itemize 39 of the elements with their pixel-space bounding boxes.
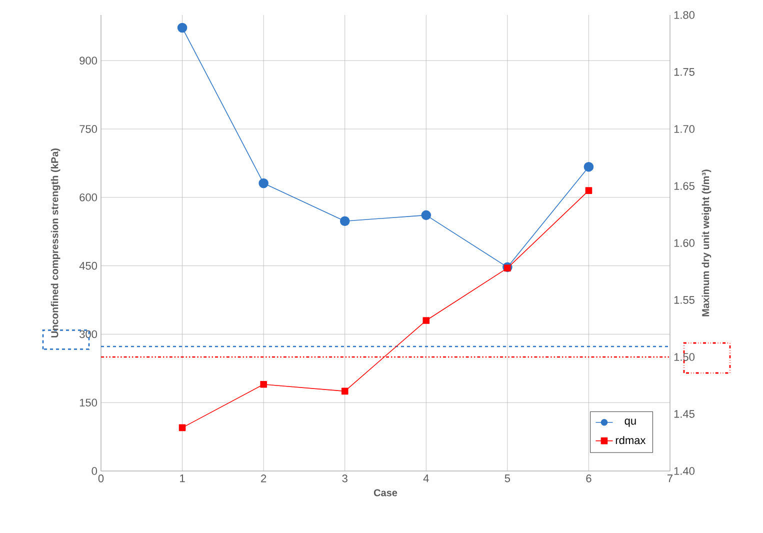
- x-tick-label: 6: [586, 474, 592, 482]
- y2-tick-label: 1.80: [674, 11, 695, 19]
- y-tick-label: 750: [80, 125, 98, 133]
- x-tick-label: 7: [668, 474, 673, 482]
- point: [341, 388, 348, 395]
- y2-tick-label: 1.60: [674, 239, 695, 247]
- legend-label: qu: [624, 418, 636, 427]
- point: [260, 380, 267, 388]
- y2-tick-label: 1.65: [674, 182, 694, 190]
- point: [584, 162, 594, 172]
- y-tick-label: 450: [79, 262, 98, 270]
- y2-tick-label: 1.70: [674, 125, 695, 133]
- y-tick-label: 600: [80, 194, 98, 202]
- x-tick-label: 1: [180, 474, 185, 482]
- y2-tick-label: 1.45: [674, 410, 694, 418]
- x-tick-label: 3: [342, 474, 348, 482]
- legend-label: rdmax: [616, 436, 646, 444]
- y-tick-label: 150: [80, 398, 98, 406]
- point: [585, 187, 592, 194]
- x-tick-label: 5: [504, 474, 510, 482]
- point: [421, 210, 432, 220]
- point: [340, 216, 350, 226]
- point: [258, 178, 268, 188]
- y-tick-label: 0: [92, 467, 98, 475]
- point: [178, 424, 186, 432]
- y2-axis-title: Maximum dry unit weight (t/m³): [702, 170, 712, 316]
- y-tick-label: 300: [80, 330, 98, 338]
- y2-tick-label: 1.40: [674, 467, 695, 475]
- x-tick-label: 2: [261, 474, 266, 482]
- point: [422, 317, 430, 324]
- y-tick-label: 900: [80, 56, 98, 64]
- x-tick-label: 0: [98, 474, 104, 482]
- y2-tick-label: 1.55: [674, 296, 694, 304]
- y2-tick-label: 1.50: [674, 353, 695, 361]
- y-axis-title: Unconfined compression strength (kPa): [50, 148, 60, 338]
- y2-tick-label: 1.75: [674, 68, 694, 76]
- point: [177, 22, 188, 33]
- x-axis-title: Case: [374, 489, 398, 496]
- x-tick-label: 4: [423, 474, 429, 482]
